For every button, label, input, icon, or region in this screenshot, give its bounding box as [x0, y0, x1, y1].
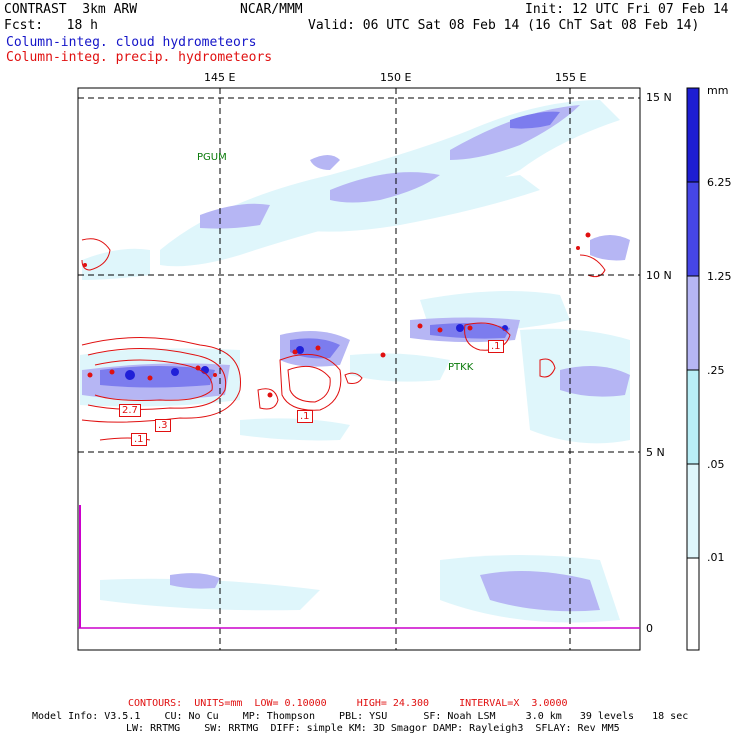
colorbar-level: .05: [707, 458, 725, 471]
contour-info: CONTOURS: UNITS=mm LOW= 0.10000 HIGH= 24…: [128, 698, 568, 709]
lon-label-150: 150 E: [380, 71, 412, 84]
station-ptkk: PTKK: [448, 362, 474, 373]
hydrometeor-field: [80, 100, 630, 623]
lat-label-10n: 10 N: [646, 269, 672, 282]
model-title: CONTRAST 3km ARW: [4, 2, 138, 17]
contour-label: .1: [488, 340, 504, 353]
field-precip-label: Column-integ. precip. hydrometeors: [6, 50, 273, 65]
graticule: [78, 88, 640, 650]
colorbar-unit: mm: [707, 84, 729, 97]
colorbar-level: 6.25: [707, 176, 732, 189]
colorbar-level: .01: [707, 551, 725, 564]
station-pgum: PGUM: [197, 152, 227, 163]
init-time: Init: 12 UTC Fri 07 Feb 14: [525, 2, 729, 17]
map-frame: [77, 87, 641, 651]
field-cloud-label: Column-integ. cloud hydrometeors: [6, 35, 257, 50]
valid-time: Valid: 06 UTC Sat 08 Feb 14 (16 ChT Sat …: [308, 18, 700, 33]
forecast-hour: Fcst: 18 h: [4, 18, 98, 33]
contour-label: .1: [131, 433, 147, 446]
colorbar-level: 1.25: [707, 270, 732, 283]
contour-label: 2.7: [119, 404, 141, 417]
model-info-line1: Model Info: V3.5.1 CU: No Cu MP: Thompso…: [32, 711, 689, 722]
lat-label-15n: 15 N: [646, 91, 672, 104]
institution-label: NCAR/MMM: [240, 2, 303, 17]
lon-label-155: 155 E: [555, 71, 587, 84]
contour-label: .3: [155, 419, 171, 432]
colorbar-level: .25: [707, 364, 725, 377]
lon-label-145: 145 E: [204, 71, 236, 84]
contour-label: .1: [297, 410, 313, 423]
lat-label-5n: 5 N: [646, 446, 665, 459]
colorbar: [686, 87, 700, 651]
lat-label-equator: 0: [646, 622, 653, 635]
model-info-line2: LW: RRTMG SW: RRTMG DIFF: simple KM: 3D …: [126, 723, 620, 734]
